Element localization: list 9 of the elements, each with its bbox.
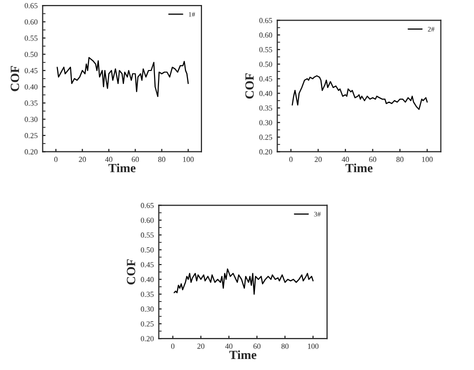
- y-axis-title: COF: [10, 66, 20, 92]
- x-axis-title: Time: [345, 163, 373, 172]
- x-axis-title: Time: [229, 350, 256, 360]
- y-axis-title: COF: [245, 73, 254, 99]
- y-axis-title: COF: [126, 259, 136, 285]
- line-series: [56, 56, 189, 98]
- line-series: [174, 268, 314, 295]
- x-axis-title: Time: [108, 163, 136, 172]
- line-series: [292, 75, 428, 110]
